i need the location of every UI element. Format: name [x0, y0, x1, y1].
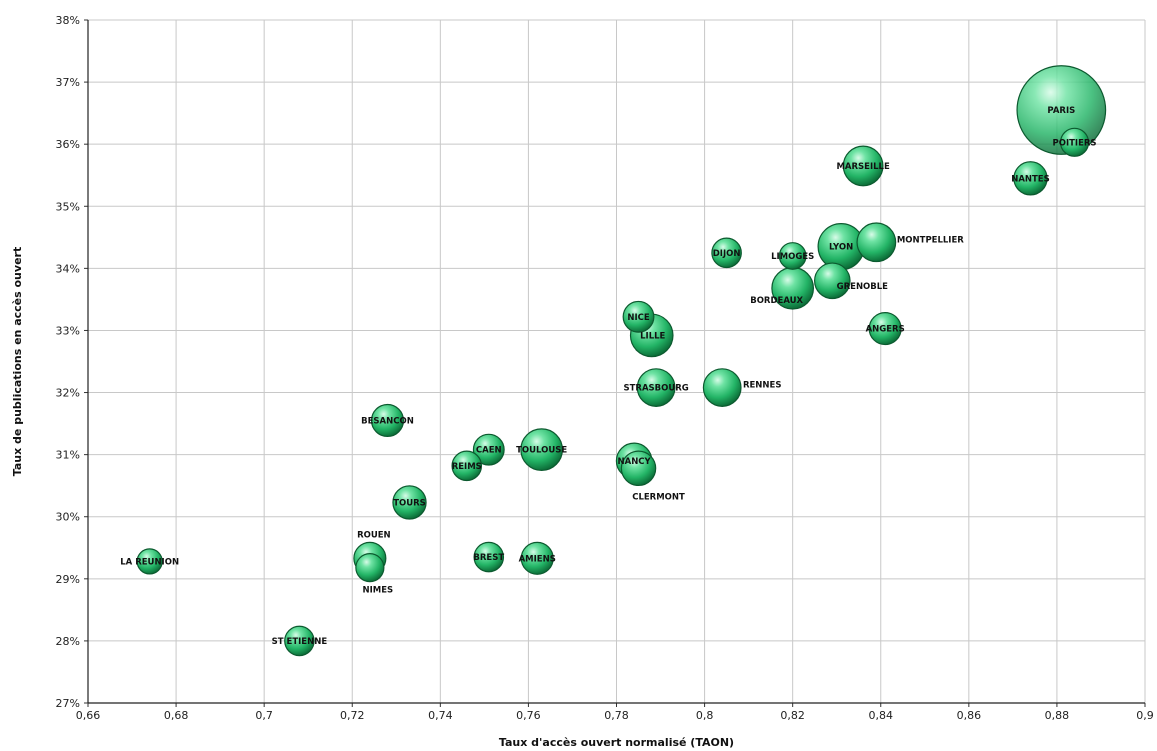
x-tick-labels: 0,66 0,68 0,7 0,72 0,74 0,76 0,78 0,8 0,82 0,84 0,…	[76, 709, 1154, 722]
label-brest: BREST	[473, 553, 504, 563]
x-tick-label: 0,68	[164, 709, 189, 722]
bubble-limoges	[778, 242, 807, 270]
label-la-reunion: LA REUNION	[120, 557, 179, 567]
bubble-nantes	[1013, 161, 1048, 196]
label-caen: CAEN	[476, 446, 502, 456]
bubble-la-reunion	[136, 548, 163, 575]
bubble-nice	[622, 300, 655, 333]
label-paris: PARIS	[1047, 106, 1075, 116]
label-nantes: NANTES	[1011, 174, 1050, 184]
bubble-toulouse	[520, 428, 563, 472]
x-tick-label: 0,74	[428, 709, 453, 722]
label-tours: TOURS	[393, 498, 426, 508]
label-strasbourg: STRASBOURG	[623, 384, 688, 394]
bubble-clermont	[620, 450, 657, 487]
y-tick-label: 30%	[56, 511, 80, 524]
label-reims: REIMS	[452, 462, 482, 472]
x-tick-label: 0,72	[340, 709, 365, 722]
x-axis-title: Taux d'accès ouvert normalisé (TAON)	[499, 736, 734, 749]
y-tick-label: 35%	[56, 200, 80, 213]
bubble-poitiers	[1059, 127, 1090, 157]
bubble-dijon	[711, 237, 742, 269]
label-clermont: CLERMONT	[632, 492, 685, 502]
bubble-grenoble	[813, 262, 851, 300]
x-tick-label: 0,88	[1045, 709, 1070, 722]
x-tick-label: 0,82	[780, 709, 805, 722]
label-limoges: LIMOGES	[771, 252, 814, 262]
label-bordeaux: BORDEAUX	[750, 296, 803, 306]
label-besancon: BESANCON	[361, 416, 414, 426]
label-lille: LILLE	[640, 331, 665, 341]
label-marseille: MARSEILLE	[836, 162, 890, 172]
x-tick-label: 0,7	[255, 709, 273, 722]
bubble-tours	[392, 485, 427, 520]
x-tick-label: 0,8	[696, 709, 714, 722]
y-tick-label: 28%	[56, 635, 80, 648]
y-tick-label: 33%	[56, 324, 80, 337]
label-toulouse: TOULOUSE	[516, 446, 567, 456]
x-tick-label: 0,84	[869, 709, 894, 722]
bubble-reims	[451, 450, 483, 482]
label-nice: NICE	[627, 313, 650, 323]
bubble-st-etienne	[284, 625, 315, 657]
y-tick-labels: 27% 28% 29% 30% 31% 32% 33% 34% 35% 36% 37% 38%	[56, 14, 80, 710]
bubble-strasbourg	[636, 368, 676, 407]
label-nancy: NANCY	[618, 457, 652, 467]
y-tick-label: 27%	[56, 697, 80, 710]
bubble-besancon	[370, 403, 405, 438]
label-grenoble: GRENOBLE	[837, 282, 889, 292]
y-tick-label: 32%	[56, 387, 80, 400]
bubble-caen	[472, 433, 505, 466]
label-montpellier: MONTPELLIER	[897, 235, 964, 245]
label-st-etienne: ST ETIENNE	[272, 637, 328, 647]
label-dijon: DIJON	[713, 249, 741, 259]
y-tick-label: 29%	[56, 573, 80, 586]
y-tick-label: 36%	[56, 138, 80, 151]
label-rennes: RENNES	[743, 381, 782, 391]
axes	[84, 19, 1146, 707]
bubble-angers	[868, 312, 902, 346]
y-tick-label: 31%	[56, 449, 80, 462]
bubble-montpellier	[856, 222, 897, 263]
label-rouen: ROUEN	[357, 530, 391, 540]
label-poitiers: POITIERS	[1053, 138, 1097, 148]
y-tick-label: 37%	[56, 76, 80, 89]
y-tick-label: 38%	[56, 14, 80, 27]
bubbles	[136, 65, 1107, 657]
bubble-rennes	[702, 368, 742, 407]
label-nimes: NIMES	[363, 586, 394, 596]
x-tick-label: 0,9	[1136, 709, 1154, 722]
bubble-marseille	[842, 145, 884, 187]
bubble-amiens	[520, 541, 554, 575]
bubble-brest	[473, 541, 505, 573]
x-tick-label: 0,66	[76, 709, 101, 722]
y-tick-label: 34%	[56, 262, 80, 275]
label-lyon: LYON	[829, 243, 853, 253]
x-tick-label: 0,86	[957, 709, 982, 722]
label-amiens: AMIENS	[519, 554, 556, 564]
x-tick-label: 0,76	[516, 709, 541, 722]
label-angers: ANGERS	[866, 325, 905, 335]
y-axis-title: Taux de publications en accès ouvert	[11, 247, 24, 476]
bubble-nimes	[355, 553, 385, 583]
point-labels: PARIS POITIERS MARSEILLE NANTES LYON MONTPELL…	[120, 106, 1096, 647]
x-tick-label: 0,78	[604, 709, 629, 722]
